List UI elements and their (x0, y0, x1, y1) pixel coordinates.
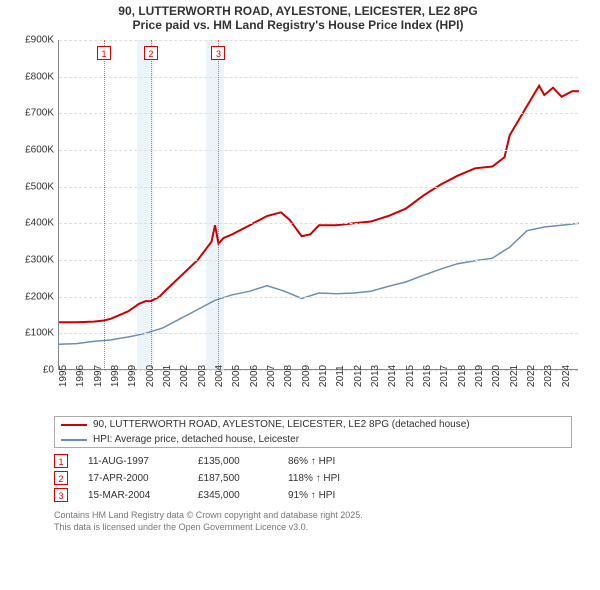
footnote-line-2: This data is licensed under the Open Gov… (54, 522, 572, 534)
chart-title: 90, LUTTERWORTH ROAD, AYLESTONE, LEICEST… (8, 4, 588, 32)
x-tick-label: 2024 (561, 365, 572, 387)
event-marker-2: 2 (54, 471, 68, 485)
x-tick-label: 2023 (543, 365, 554, 387)
y-tick-label: £900K (25, 35, 54, 46)
x-tick-label: 2004 (214, 365, 225, 387)
x-tick-label: 1995 (58, 365, 69, 387)
marker-box: 1 (97, 46, 111, 60)
event-date: 11-AUG-1997 (88, 456, 178, 467)
legend-swatch-2 (61, 439, 87, 441)
line-svg (59, 40, 579, 370)
event-marker-1: 1 (54, 454, 68, 468)
event-price: £187,500 (198, 473, 268, 484)
y-tick-label: £100K (25, 328, 54, 339)
container: 90, LUTTERWORTH ROAD, AYLESTONE, LEICEST… (0, 0, 600, 537)
x-tick-label: 2018 (457, 365, 468, 387)
footnote-line-1: Contains HM Land Registry data © Crown c… (54, 510, 572, 522)
y-tick-label: £600K (25, 145, 54, 156)
x-tick-label: 2017 (439, 365, 450, 387)
y-tick-label: £0 (43, 365, 54, 376)
x-axis-labels: 1995199619971998199920002001200220032004… (58, 372, 578, 410)
legend-label-1: 90, LUTTERWORTH ROAD, AYLESTONE, LEICEST… (93, 419, 470, 430)
event-row: 3 15-MAR-2004 £345,000 91% ↑ HPI (54, 488, 572, 502)
x-tick-label: 1996 (75, 365, 86, 387)
footnote: Contains HM Land Registry data © Crown c… (54, 510, 572, 533)
x-tick-label: 2019 (474, 365, 485, 387)
event-row: 2 17-APR-2000 £187,500 118% ↑ HPI (54, 471, 572, 485)
y-tick-label: £300K (25, 255, 54, 266)
chart-area: £0 £100K £200K £300K £400K £500K £600K £700K £80… (18, 40, 578, 410)
x-tick-label: 2016 (422, 365, 433, 387)
event-hpi: 86% ↑ HPI (288, 456, 335, 467)
x-tick-label: 2000 (145, 365, 156, 387)
legend: 90, LUTTERWORTH ROAD, AYLESTONE, LEICEST… (54, 416, 572, 448)
title-line-1: 90, LUTTERWORTH ROAD, AYLESTONE, LEICEST… (8, 4, 588, 18)
x-tick-label: 2022 (526, 365, 537, 387)
x-tick-label: 2011 (335, 365, 346, 387)
y-tick-label: £800K (25, 71, 54, 82)
plot-region: 1 2 3 (58, 40, 578, 370)
x-tick-label: 2002 (179, 365, 190, 387)
marker-box: 3 (211, 46, 225, 60)
event-row: 1 11-AUG-1997 £135,000 86% ↑ HPI (54, 454, 572, 468)
marker-line (218, 40, 219, 370)
x-tick-label: 2014 (387, 365, 398, 387)
x-tick-label: 2009 (301, 365, 312, 387)
x-tick-label: 2021 (509, 365, 520, 387)
x-tick-label: 1999 (127, 365, 138, 387)
y-tick-label: £400K (25, 218, 54, 229)
series-hpi (59, 223, 579, 344)
series-price (59, 86, 579, 322)
x-tick-label: 1997 (93, 365, 104, 387)
legend-item: HPI: Average price, detached house, Leic… (55, 432, 571, 447)
event-date: 15-MAR-2004 (88, 490, 178, 501)
legend-label-2: HPI: Average price, detached house, Leic… (93, 434, 299, 445)
x-tick-label: 2013 (370, 365, 381, 387)
x-tick-label: 2003 (197, 365, 208, 387)
marker-line (104, 40, 105, 370)
legend-swatch-1 (61, 424, 87, 426)
x-tick-label: 2001 (162, 365, 173, 387)
y-axis-labels: £0£100K£200K£300K£400K£500K£600K£700K£80… (18, 40, 56, 370)
event-marker-3: 3 (54, 488, 68, 502)
title-line-2: Price paid vs. HM Land Registry's House … (8, 18, 588, 32)
x-tick-label: 2006 (249, 365, 260, 387)
event-price: £345,000 (198, 490, 268, 501)
event-date: 17-APR-2000 (88, 473, 178, 484)
event-hpi: 118% ↑ HPI (288, 473, 340, 484)
x-tick-label: 2020 (491, 365, 502, 387)
event-hpi: 91% ↑ HPI (288, 490, 335, 501)
x-tick-label: 2005 (231, 365, 242, 387)
x-tick-label: 2015 (405, 365, 416, 387)
y-tick-label: £700K (25, 108, 54, 119)
event-table: 1 11-AUG-1997 £135,000 86% ↑ HPI 2 17-AP… (54, 454, 572, 502)
x-tick-label: 2012 (353, 365, 364, 387)
event-price: £135,000 (198, 456, 268, 467)
legend-item: 90, LUTTERWORTH ROAD, AYLESTONE, LEICEST… (55, 417, 571, 432)
y-tick-label: £500K (25, 181, 54, 192)
y-tick-label: £200K (25, 291, 54, 302)
marker-line (151, 40, 152, 370)
x-tick-label: 2010 (318, 365, 329, 387)
x-tick-label: 1998 (110, 365, 121, 387)
x-tick-label: 2007 (266, 365, 277, 387)
x-tick-label: 2008 (283, 365, 294, 387)
marker-box: 2 (144, 46, 158, 60)
